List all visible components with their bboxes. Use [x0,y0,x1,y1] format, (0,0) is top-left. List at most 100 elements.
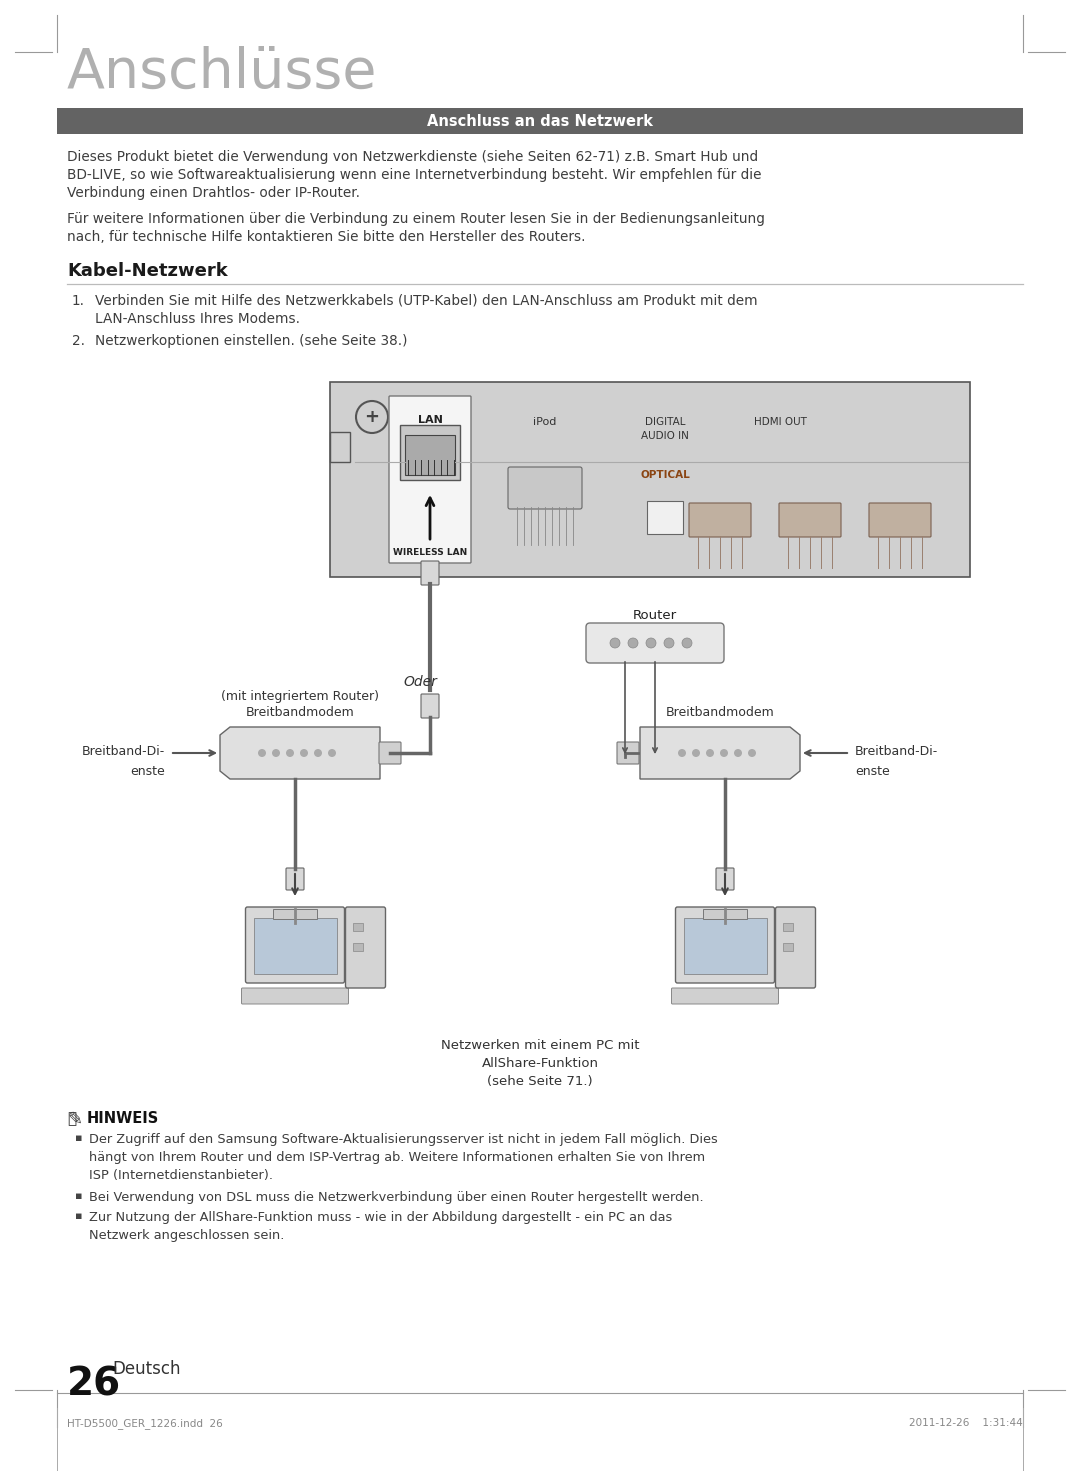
FancyBboxPatch shape [716,868,734,890]
Text: Router: Router [633,609,677,623]
Text: HINWEIS: HINWEIS [87,1111,159,1126]
Circle shape [706,748,714,757]
FancyBboxPatch shape [675,907,774,984]
Text: ▪: ▪ [75,1133,82,1143]
Circle shape [664,637,674,648]
Text: Netzwerkoptionen einstellen. (sehe Seite 38.): Netzwerkoptionen einstellen. (sehe Seite… [95,334,407,348]
Bar [254,918,337,975]
Text: Für weitere Informationen über die Verbindung zu einem Router lesen Sie in der B: Für weitere Informationen über die Verbi… [67,211,765,226]
Bar [405,435,455,475]
Circle shape [328,748,336,757]
Text: LAN-Anschluss Ihres Modems.: LAN-Anschluss Ihres Modems. [95,312,300,325]
Text: enste: enste [131,765,165,778]
Circle shape [646,637,656,648]
Text: 📎: 📎 [67,1111,76,1126]
Circle shape [272,748,280,757]
Text: HDMI OUT: HDMI OUT [754,417,807,427]
Text: 26: 26 [67,1365,121,1404]
Bar [684,918,767,975]
Circle shape [258,748,266,757]
FancyBboxPatch shape [617,742,639,765]
Text: Bei Verwendung von DSL muss die Netzwerkverbindung über einen Router hergestellt: Bei Verwendung von DSL muss die Netzwerk… [89,1191,704,1204]
Text: ▪: ▪ [75,1191,82,1201]
Text: Verbinden Sie mit Hilfe des Netzwerkkabels (UTP-Kabel) den LAN-Anschluss am Prod: Verbinden Sie mit Hilfe des Netzwerkkabe… [95,294,758,308]
Text: Anschluss an das Netzwerk: Anschluss an das Netzwerk [427,114,653,129]
Text: AllShare-Funktion: AllShare-Funktion [482,1057,598,1069]
Circle shape [748,748,756,757]
Text: hängt von Ihrem Router und dem ISP-Vertrag ab. Weitere Informationen erhalten Si: hängt von Ihrem Router und dem ISP-Vertr… [89,1151,705,1164]
Bar [647,501,683,534]
Text: Breitband-Di-: Breitband-Di- [82,745,165,759]
Polygon shape [640,728,800,779]
Text: +: + [365,408,379,426]
Circle shape [734,748,742,757]
Bar [783,923,793,930]
Text: Breitbandmodem: Breitbandmodem [245,705,354,719]
Text: BD-LIVE, so wie Softwareaktualisierung wenn eine Internetverbindung besteht. Wir: BD-LIVE, so wie Softwareaktualisierung w… [67,169,761,182]
FancyBboxPatch shape [869,503,931,537]
Bar [57,108,1023,135]
FancyBboxPatch shape [379,742,401,765]
Text: Breitband-Di-: Breitband-Di- [855,745,939,759]
Text: Der Zugriff auf den Samsung Software-Aktualisierungsserver ist nicht in jedem Fa: Der Zugriff auf den Samsung Software-Akt… [89,1133,718,1146]
Circle shape [692,748,700,757]
Text: Verbindung einen Drahtlos- oder IP-Router.: Verbindung einen Drahtlos- oder IP-Route… [67,186,360,200]
Text: 1.: 1. [72,294,85,308]
FancyBboxPatch shape [389,396,471,563]
Text: (mit integriertem Router): (mit integriertem Router) [221,691,379,703]
Text: enste: enste [855,765,890,778]
Circle shape [610,637,620,648]
Text: Anschlüsse: Anschlüsse [67,46,378,101]
Circle shape [627,637,638,648]
Text: Deutsch: Deutsch [112,1361,180,1378]
Text: DIGITAL: DIGITAL [645,417,685,427]
Text: WIRELESS LAN: WIRELESS LAN [393,549,468,558]
Text: ▪: ▪ [75,1211,82,1222]
FancyBboxPatch shape [330,382,970,577]
Text: LAN: LAN [418,416,443,424]
Bar [703,910,747,918]
FancyBboxPatch shape [245,907,345,984]
Polygon shape [220,728,380,779]
Circle shape [300,748,308,757]
Text: Netzwerken mit einem PC mit: Netzwerken mit einem PC mit [441,1040,639,1052]
Text: 2.: 2. [72,334,85,348]
Circle shape [286,748,294,757]
Text: ✎: ✎ [67,1111,82,1128]
FancyBboxPatch shape [421,561,438,586]
FancyBboxPatch shape [421,694,438,717]
Circle shape [681,637,692,648]
Text: OPTICAL: OPTICAL [640,470,690,481]
Text: Kabel-Netzwerk: Kabel-Netzwerk [67,262,228,280]
Bar [783,944,793,951]
Bar [352,944,363,951]
FancyBboxPatch shape [508,467,582,509]
Text: Oder: Oder [403,674,437,689]
Bar [273,910,318,918]
FancyBboxPatch shape [775,907,815,988]
Polygon shape [330,432,350,461]
Circle shape [720,748,728,757]
FancyBboxPatch shape [286,868,303,890]
Text: (sehe Seite 71.): (sehe Seite 71.) [487,1075,593,1089]
Text: Netzwerk angeschlossen sein.: Netzwerk angeschlossen sein. [89,1229,284,1242]
Circle shape [314,748,322,757]
FancyBboxPatch shape [779,503,841,537]
Text: ISP (Internetdienstanbieter).: ISP (Internetdienstanbieter). [89,1168,273,1182]
FancyBboxPatch shape [689,503,751,537]
Text: iPod: iPod [534,417,556,427]
FancyBboxPatch shape [672,988,779,1004]
Bar [352,923,363,930]
Text: AUDIO IN: AUDIO IN [642,430,689,441]
Text: Breitbandmodem: Breitbandmodem [665,705,774,719]
Circle shape [678,748,686,757]
Text: HT-D5500_GER_1226.indd  26: HT-D5500_GER_1226.indd 26 [67,1418,222,1429]
FancyBboxPatch shape [346,907,386,988]
FancyBboxPatch shape [586,623,724,663]
FancyBboxPatch shape [242,988,349,1004]
Text: Dieses Produkt bietet die Verwendung von Netzwerkdienste (siehe Seiten 62-71) z.: Dieses Produkt bietet die Verwendung von… [67,149,758,164]
Bar [400,424,460,481]
Text: Zur Nutzung der AllShare-Funktion muss - wie in der Abbildung dargestellt - ein : Zur Nutzung der AllShare-Funktion muss -… [89,1211,672,1225]
Text: 2011-12-26    1:31:44: 2011-12-26 1:31:44 [909,1418,1023,1429]
Text: nach, für technische Hilfe kontaktieren Sie bitte den Hersteller des Routers.: nach, für technische Hilfe kontaktieren … [67,231,585,244]
